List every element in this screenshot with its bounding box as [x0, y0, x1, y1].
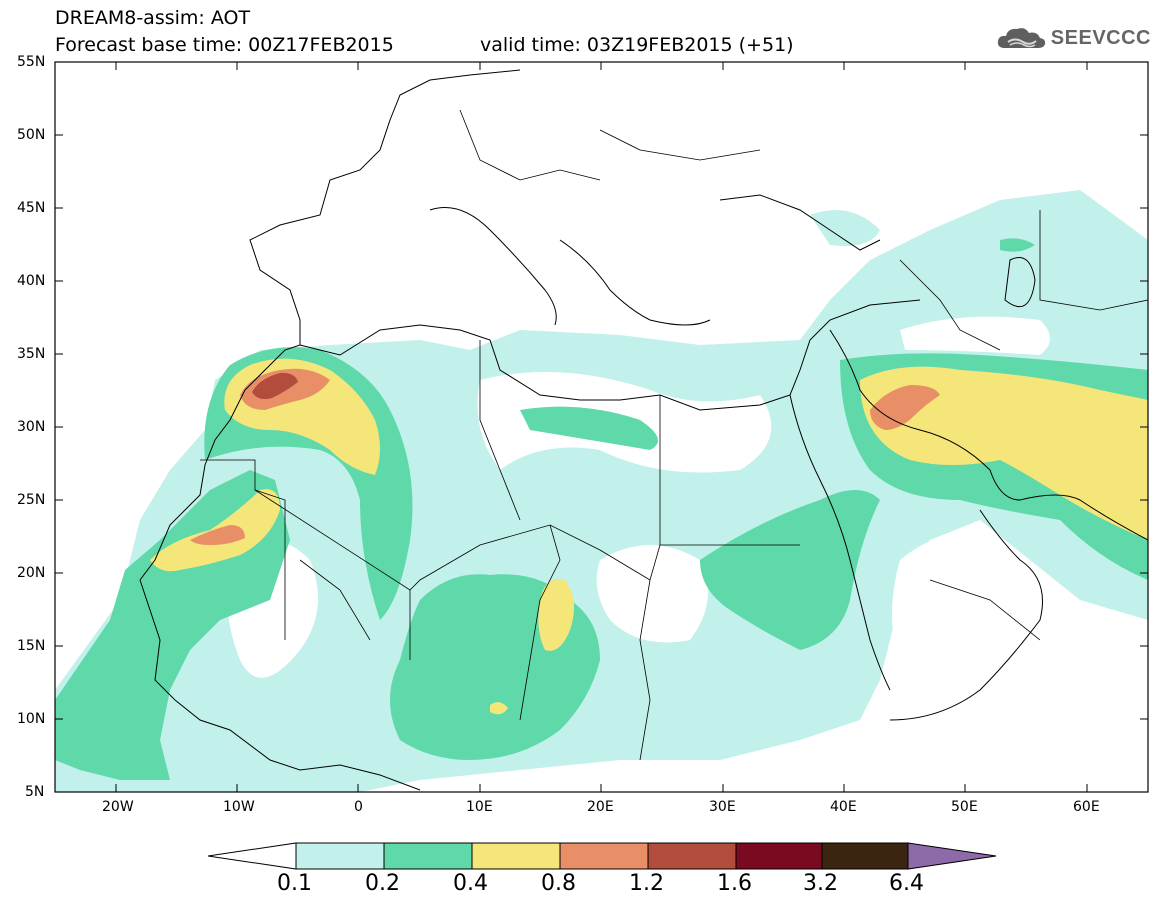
colorbar-label-1.6: 1.6	[717, 871, 752, 896]
lon-label-10e: 10E	[466, 799, 493, 815]
colorbar-bin-1.2	[647, 842, 737, 870]
colorbar-label-1.2: 1.2	[629, 871, 664, 896]
coastlines	[139, 69, 1148, 791]
lat-label-15n: 15N	[17, 638, 46, 654]
colorbar-label-0.2: 0.2	[365, 871, 400, 896]
aot-layer-1.2	[252, 372, 298, 400]
colorbar-high-arrow	[907, 842, 997, 870]
lat-label-10n: 10N	[17, 711, 46, 727]
colorbar-bin-0.4	[471, 842, 561, 870]
valid-time: valid time: 03Z19FEB2015 (+51)	[480, 34, 794, 56]
aot-field	[55, 190, 1148, 792]
lat-label-20n: 20N	[17, 565, 46, 581]
colorbar	[207, 842, 997, 870]
logo-text: SEEVCCC	[1050, 26, 1151, 49]
colorbar-label-0.1: 0.1	[277, 871, 312, 896]
lon-label-20e: 20E	[587, 799, 614, 815]
aot-layer-0.1	[55, 190, 1148, 792]
lat-label-25n: 25N	[17, 492, 46, 508]
cloud-icon	[997, 28, 1045, 48]
forecast-base-time: Forecast base time: 00Z17FEB2015	[55, 34, 394, 56]
colorbar-bin-3.2	[821, 842, 909, 870]
lon-label-60e: 60E	[1073, 799, 1100, 815]
lat-label-35n: 35N	[17, 346, 46, 362]
colorbar-label-6.4: 6.4	[889, 871, 924, 896]
seevccc-logo: SEEVCCC	[995, 24, 1151, 52]
lon-label-10w: 10W	[223, 799, 255, 815]
lat-label-5n: 5N	[25, 784, 45, 800]
colorbar-label-3.2: 3.2	[803, 871, 838, 896]
colorbar-bin-1.6	[735, 842, 823, 870]
colorbar-bin-0.2	[383, 842, 473, 870]
lon-label-30e: 30E	[709, 799, 736, 815]
lon-label-0: 0	[354, 799, 363, 815]
aot-layer-0.4	[150, 358, 1148, 715]
colorbar-low-arrow	[207, 842, 297, 870]
axis-ticks	[55, 61, 1148, 792]
colorbar-bin-0.1	[295, 842, 385, 870]
lat-label-45n: 45N	[17, 200, 46, 216]
lat-label-50n: 50N	[17, 127, 46, 143]
map-title: DREAM8-assim: AOT	[55, 7, 251, 29]
lon-label-50e: 50E	[951, 799, 978, 815]
lon-label-40e: 40E	[830, 799, 857, 815]
lat-label-55n: 55N	[17, 54, 46, 70]
colorbar-bin-0.8	[559, 842, 649, 870]
country-borders	[200, 109, 1148, 761]
colorbar-label-0.8: 0.8	[541, 871, 576, 896]
lat-label-30n: 30N	[17, 419, 46, 435]
colorbar-label-0.4: 0.4	[453, 871, 488, 896]
lat-label-40n: 40N	[17, 273, 46, 289]
lon-label-20w: 20W	[102, 799, 134, 815]
